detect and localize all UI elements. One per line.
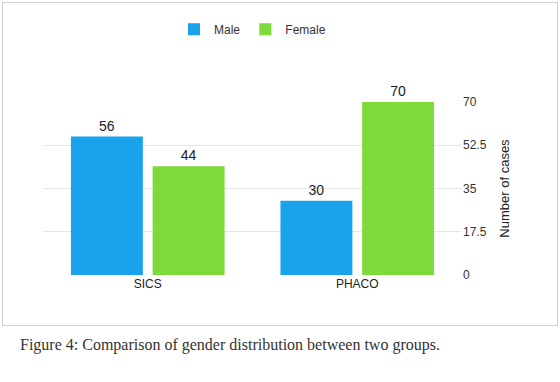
- svg-text:44: 44: [181, 147, 197, 163]
- html-text:Figure 4: Comparison of gender: Figure 4: Comparison of gender distribut…: [20, 336, 440, 353]
- svg-text:0: 0: [463, 268, 470, 282]
- svg-text:PHACO: PHACO: [336, 277, 379, 291]
- svg-text:SICS: SICS: [134, 277, 162, 291]
- svg-text:Number of cases: Number of cases: [497, 139, 512, 238]
- svg-text:56: 56: [99, 118, 115, 134]
- svg-text:70: 70: [390, 83, 406, 99]
- svg-text:Female: Female: [285, 23, 325, 37]
- svg-text:70: 70: [463, 95, 477, 109]
- svg-text:35: 35: [463, 182, 477, 196]
- svg-text:Male: Male: [214, 23, 240, 37]
- svg-text:52.5: 52.5: [463, 138, 487, 152]
- svg-text:17.5: 17.5: [463, 225, 487, 239]
- svg-text:30: 30: [309, 182, 325, 198]
